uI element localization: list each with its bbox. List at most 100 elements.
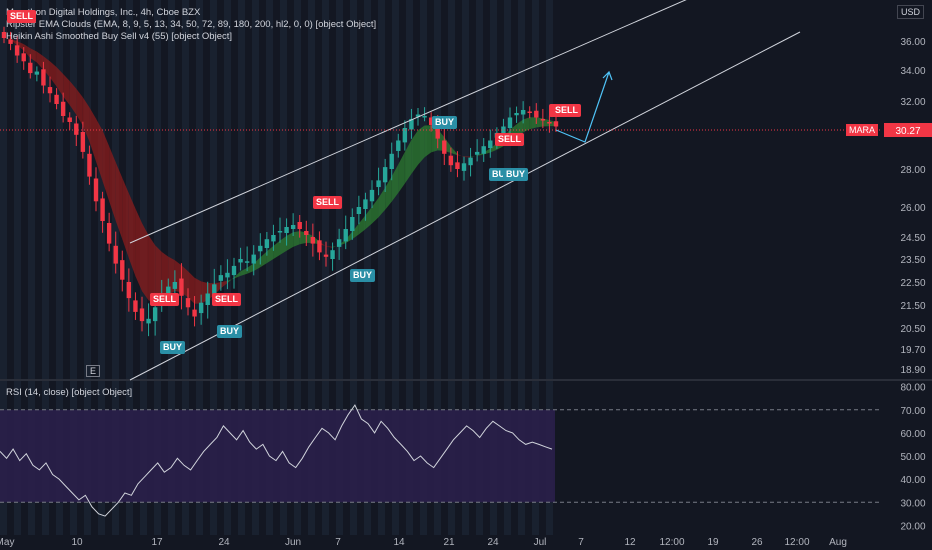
- session-stripe: [294, 0, 301, 535]
- ema-cloud-segment: [280, 235, 287, 255]
- candle-body: [317, 240, 322, 253]
- currency-label[interactable]: USD: [896, 5, 924, 19]
- candle-body: [369, 189, 375, 202]
- ema-cloud-segment: [457, 153, 464, 158]
- candle-body: [218, 275, 224, 281]
- ema-cloud-segment: [142, 223, 149, 301]
- time-tick-label: 12:00: [784, 537, 809, 548]
- ema-cloud-segment: [82, 97, 90, 142]
- time-tick-label: 24: [218, 537, 230, 548]
- ema-cloud-segment: [352, 223, 359, 240]
- candle-body: [192, 309, 197, 317]
- ema-cloud-segment: [411, 130, 418, 174]
- ema-cloud-segment: [115, 162, 123, 240]
- ema-cloud-segment: [194, 277, 202, 304]
- candle-body: [41, 69, 46, 86]
- candle-body: [330, 250, 335, 259]
- projection-arrowhead: [602, 70, 613, 81]
- ema-cloud-segment: [30, 48, 37, 63]
- projection-arrow: [555, 71, 610, 143]
- price-tick-label: 26.00: [900, 203, 925, 214]
- ema-cloud-segment: [450, 146, 458, 156]
- session-stripe: [182, 0, 189, 535]
- session-stripe: [280, 0, 287, 535]
- ema-cloud-segment: [358, 215, 366, 235]
- buy-signal-badge: BUY: [503, 168, 529, 181]
- candle-body: [474, 151, 480, 155]
- rsi-tick-label: 80.00: [900, 383, 925, 394]
- ema-cloud-segment: [240, 267, 248, 276]
- candle-body: [264, 239, 270, 248]
- candle-body: [87, 153, 92, 177]
- ema-cloud-segment: [529, 117, 537, 130]
- rsi-band: [0, 409, 555, 503]
- session-stripe: [462, 0, 469, 535]
- candle-body: [251, 254, 256, 264]
- candle-body: [527, 111, 532, 113]
- buy-signal-badge: BUY: [432, 116, 458, 129]
- ema-cloud-segment: [122, 177, 129, 259]
- sell-signal-badge: SELL: [552, 104, 582, 117]
- candle-body: [336, 239, 342, 247]
- earnings-marker[interactable]: E: [86, 365, 101, 377]
- ema-cloud-segment: [391, 164, 399, 202]
- candle-body: [468, 157, 473, 166]
- candle-body: [455, 162, 460, 169]
- ema-cloud-segment: [43, 56, 50, 78]
- session-stripe: [532, 0, 539, 535]
- session-stripe: [420, 0, 427, 535]
- ema-cloud-segment: [326, 246, 333, 248]
- time-tick-label: 12:00: [659, 537, 684, 548]
- candle-body: [1, 32, 7, 38]
- time-tick-label: 24: [487, 537, 499, 548]
- price-tick-label: 24.50: [900, 233, 925, 244]
- candle-body: [212, 284, 217, 296]
- candle-body: [244, 261, 250, 263]
- candle-body: [514, 113, 519, 116]
- candle-body: [356, 207, 362, 214]
- ema-cloud-segment: [418, 125, 425, 165]
- candle-body: [185, 298, 191, 308]
- session-stripe: [56, 0, 63, 535]
- candle-body: [488, 140, 493, 149]
- ema-cloud-segment: [36, 51, 44, 70]
- ema-cloud-segment: [69, 80, 77, 115]
- candle-body: [8, 39, 13, 44]
- candle-body: [297, 222, 302, 229]
- candle-body: [179, 278, 184, 296]
- ticker-price-label: MARA: [845, 124, 878, 136]
- ema-cloud-segment: [398, 151, 405, 193]
- price-tick-label: 18.90: [900, 365, 925, 376]
- candle-body: [547, 122, 552, 124]
- candle-body: [290, 225, 296, 229]
- main-legend: Marathon Digital Holdings, Inc., 4h, Cbo…: [6, 7, 201, 18]
- candle-body: [422, 116, 427, 118]
- rsi-line: [0, 404, 553, 517]
- buy-signal-badge: BUY: [217, 325, 243, 338]
- ema-cloud-segment: [23, 44, 31, 59]
- ema-cloud-segment: [253, 257, 261, 271]
- ema-cloud-segment: [56, 67, 64, 97]
- candle-body: [382, 167, 388, 183]
- session-stripe: [518, 0, 525, 535]
- candle-body: [461, 163, 467, 171]
- candle-body: [389, 153, 394, 169]
- last-price-label: 30.27: [895, 126, 920, 137]
- session-stripe: [0, 0, 7, 535]
- candle-body: [540, 119, 546, 121]
- time-tick-label: 17: [151, 537, 163, 548]
- session-stripe: [364, 0, 371, 535]
- ema-cloud-segment: [470, 155, 478, 158]
- ema-cloud-segment: [536, 117, 543, 128]
- candle-body: [310, 237, 316, 244]
- session-stripe: [70, 0, 77, 535]
- candle-body: [323, 254, 329, 257]
- rsi-tick-label: 70.00: [900, 406, 925, 417]
- ema-cloud-segment: [220, 280, 228, 289]
- ema-cloud-segment: [227, 277, 234, 284]
- price-tick-label: 19.70: [900, 345, 925, 356]
- candle-body: [435, 122, 440, 139]
- candle-body: [534, 110, 539, 118]
- time-tick-label: 26: [751, 537, 763, 548]
